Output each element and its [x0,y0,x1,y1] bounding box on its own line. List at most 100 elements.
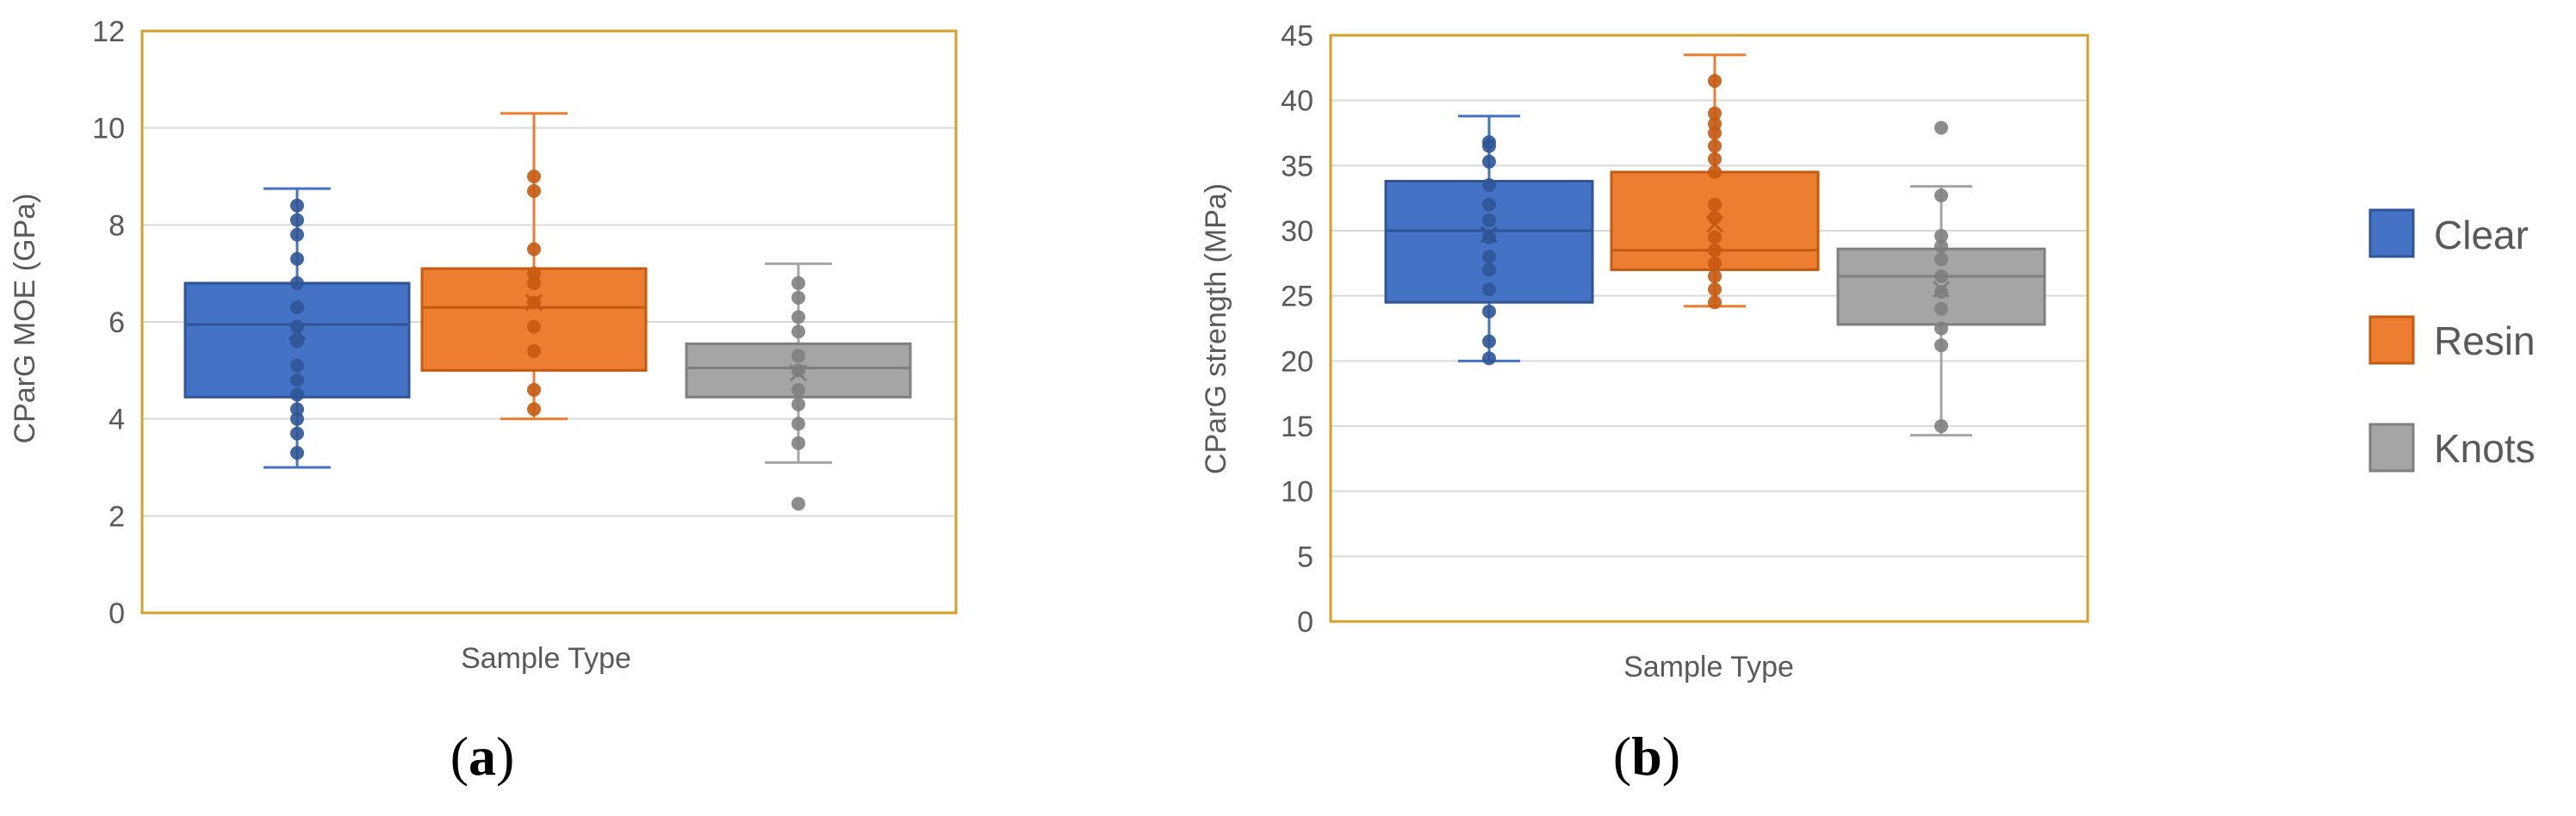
chart-a-knots-point-6 [791,349,805,363]
legend-label-knots: Knots [2434,426,2536,471]
chart-b-y-axis-title: CParG strength (MPa) [1200,183,1232,474]
chart-b-resin-mean-marker [1705,215,1724,233]
chart-a-y-tick-4: 4 [109,404,125,436]
chart-a-knots-point-10 [791,275,805,290]
chart-b-clear-point-12 [1482,135,1496,150]
chart-b-clear-point-5 [1482,250,1496,264]
chart-b-knots-point-8 [1934,229,1948,244]
legend-label-resin: Resin [2434,318,2536,363]
chart-b-y-tick-40: 40 [1281,85,1313,118]
chart-b-resin-point-1 [1708,282,1722,297]
chart-a-panel-letter: a [469,726,496,787]
chart-a-resin-point-1 [527,382,541,397]
chart-a-x-axis-title: Sample Type [461,642,631,675]
chart-b-resin-point-5 [1708,230,1722,244]
chart-a: 0 2 4 6 8 10 12 [92,15,958,630]
chart-a-resin-point-0 [527,402,541,417]
chart-b-resin-point-10 [1708,139,1722,153]
chart-b-resin-point-2 [1708,269,1722,283]
chart-b-resin-point-13 [1708,106,1722,121]
chart-b-y-tick-5: 5 [1297,541,1313,573]
legend-label-clear: Clear [2434,213,2529,257]
chart-a-clear-point-3 [290,402,304,417]
chart-a-clear-point-0 [290,446,304,461]
chart-b-resin-point-12 [1708,116,1722,131]
chart-a-resin-point-5 [527,275,541,290]
chart-a-clear-point-13 [290,213,304,227]
chart-b-resin-point-9 [1708,151,1722,166]
chart-b-y-tick-15: 15 [1281,411,1313,443]
chart-b-clear-point-1 [1482,334,1496,349]
chart-a-clear-point-9 [290,300,304,315]
chart-b-knots-point-4 [1934,285,1948,300]
chart-b-panel-letter: b [1631,726,1662,787]
chart-a-knots-point-1 [791,436,805,450]
chart-b-resin-point-4 [1708,243,1722,257]
chart-b-knots-point-10 [1934,121,1948,135]
chart-b-knots-point-0 [1934,419,1948,433]
chart-a-knots-point-3 [791,397,805,411]
chart-b-knots-point-6 [1934,252,1948,267]
chart-a-y-tick-12: 12 [92,15,125,48]
chart-a-panel-label: (a) [450,726,515,787]
chart-b-clear-point-9 [1482,178,1496,193]
chart-b-resin-point-0 [1708,295,1722,310]
chart-a-resin-point-2 [527,343,541,358]
chart-a-resin-point-8 [527,183,541,198]
chart-b-clear-mean-marker [1480,226,1499,244]
chart-b-clear-point-10 [1482,154,1496,169]
chart-a-knots-point-4 [791,382,805,397]
chart-a-clear-point-6 [290,358,304,373]
chart-b: 0 5 10 15 20 25 30 35 40 45 [1281,20,2089,639]
chart-a-knots-point-2 [791,417,805,431]
chart-b-y-tick-0: 0 [1297,606,1313,639]
chart-b-knots-point-1 [1934,338,1948,353]
chart-b-resin-point-8 [1708,164,1722,179]
legend: Clear Resin Knots [2368,208,2536,473]
chart-b-y-tick-10: 10 [1281,476,1313,509]
chart-b-knots-mean-marker [1932,281,1951,299]
chart-b-plot-frame [1329,34,2089,623]
chart-b-clear-point-2 [1482,304,1496,318]
chart-a-clear-point-11 [290,251,304,266]
chart-a-clear-point-1 [290,426,304,441]
chart-a-knots-point-5 [791,363,805,378]
chart-a-y-tick-8: 8 [109,209,125,242]
legend-swatch-knots [2368,423,2415,473]
chart-a-clear-point-4 [290,387,304,402]
chart-a-knots-point-7 [791,325,805,339]
chart-b-x-axis-title: Sample Type [1623,651,1794,683]
chart-a-plot-frame [140,29,958,615]
chart-b-knots-point-5 [1934,269,1948,283]
chart-a-resin-point-6 [527,266,541,281]
chart-b-clear-point-4 [1482,263,1496,277]
chart-a-resin-point-7 [527,242,541,257]
chart-b-knots-point-2 [1934,321,1948,336]
chart-a-clear-point-10 [290,275,304,290]
chart-a-clear-point-7 [290,334,304,349]
chart-a-y-tick-10: 10 [92,113,125,145]
chart-b-knots-point-3 [1934,301,1948,316]
chart-b-clear-point-6 [1482,230,1496,244]
chart-b-knots-point-7 [1934,239,1948,254]
chart-b-resin-point-3 [1708,256,1722,270]
chart-a-knots-mean-marker [789,364,808,382]
chart-b-y-tick-35: 35 [1281,150,1313,182]
chart-a-clear-point-8 [290,319,304,334]
chart-b-knots-point-9 [1934,189,1948,203]
chart-b-y-tick-30: 30 [1281,215,1313,248]
chart-b-resin-point-14 [1708,73,1722,88]
chart-a-clear-point-5 [290,373,304,387]
legend-swatch-resin [2368,315,2415,365]
chart-b-clear-point-0 [1482,351,1496,366]
chart-a-knots-point-8 [791,310,805,325]
chart-a-clear-point-12 [290,227,304,242]
chart-b-resin-point-7 [1708,197,1722,212]
legend-swatch-clear [2368,208,2415,258]
chart-b-clear-point-8 [1482,197,1496,212]
chart-a-y-tick-6: 6 [109,306,125,339]
chart-a-y-tick-0: 0 [109,597,125,630]
chart-b-y-tick-45: 45 [1281,20,1313,53]
chart-a-clear-mean-marker [288,323,307,341]
chart-b-clear-point-7 [1482,213,1496,227]
